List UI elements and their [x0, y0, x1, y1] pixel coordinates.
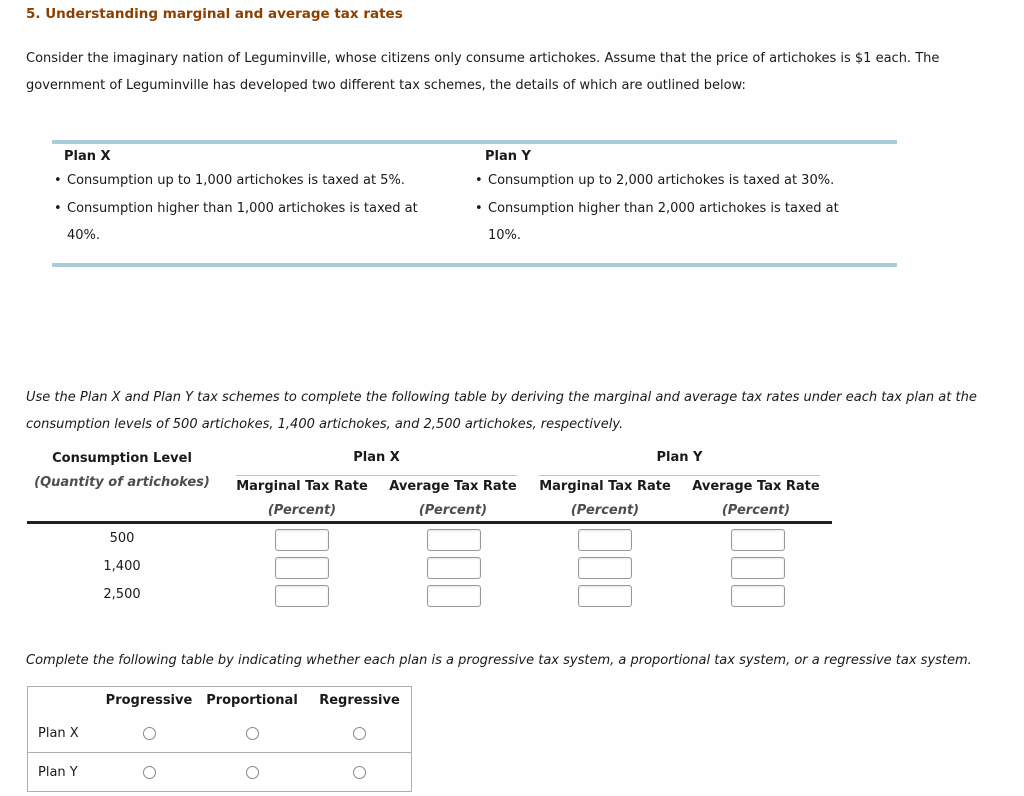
page-title: 5. Understanding marginal and average ta…: [26, 6, 403, 22]
plan-y-column-header: Plan Y: [656, 450, 703, 465]
radio-planx-regressive[interactable]: [353, 726, 366, 740]
input-plany-marginal-500[interactable]: [578, 529, 632, 551]
top-accent-divider: [52, 140, 897, 144]
progressive-column-header: Progressive: [105, 693, 193, 708]
percent-label: (Percent): [267, 503, 337, 518]
plan-y-bullet-2: • Consumption higher than 2,000 artichoke…: [475, 201, 839, 216]
classification-instruction: Complete the following table by indicati…: [26, 653, 972, 668]
plan-x-bullet-2-continued: 40%.: [67, 228, 101, 243]
plan-y-heading: Plan Y: [485, 149, 531, 164]
plan-y-bullet-1: • Consumption up to 2,000 artichokes is t…: [475, 173, 834, 188]
plan-x-bullet-2: • Consumption higher than 1,000 artichoke…: [54, 201, 418, 216]
consumption-row-label-1400: 1,400: [103, 559, 141, 574]
classification-header-row: Progressive Proportional Regressive: [28, 687, 411, 714]
consumption-level-header: Consumption Level: [52, 451, 192, 466]
classification-row-plany: Plan Y: [28, 752, 411, 791]
bullet-icon: •: [475, 173, 483, 188]
planx-row-label: Plan X: [38, 725, 79, 741]
intro-paragraph-line-1: Consider the imaginary nation of Legumin…: [26, 51, 940, 66]
regressive-column-header: Regressive: [319, 693, 400, 708]
intro-paragraph-line-2: government of Leguminville has developed…: [26, 78, 746, 93]
radio-planx-proportional[interactable]: [245, 726, 259, 740]
radio-plany-regressive[interactable]: [353, 765, 366, 779]
input-plany-average-1400[interactable]: [731, 557, 785, 579]
plan-x-heading: Plan X: [64, 149, 111, 164]
input-plany-average-2500[interactable]: [731, 585, 785, 607]
table-header-rule: [27, 521, 832, 524]
bullet-icon: •: [54, 173, 62, 188]
tax-plan-box: Plan X • Consumption up to 1,000 artichok…: [52, 140, 897, 267]
bullet-icon: •: [475, 201, 483, 216]
input-plany-average-500[interactable]: [731, 529, 785, 551]
plan-x-bullet-1-text: Consumption up to 1,000 artichokes is ta…: [67, 173, 405, 188]
classification-row-planx: Plan X: [28, 714, 411, 752]
input-planx-average-1400[interactable]: [427, 557, 481, 579]
plan-x-bullet-2-text: Consumption higher than 1,000 artichokes…: [67, 201, 418, 216]
input-planx-marginal-1400[interactable]: [275, 557, 329, 579]
plany-row-label: Plan Y: [38, 764, 78, 780]
radio-plany-proportional[interactable]: [245, 765, 259, 779]
planx-average-rate-header: Average Tax Rate: [389, 479, 517, 494]
bottom-accent-divider: [52, 263, 897, 267]
plan-x-header-underline: [236, 475, 517, 476]
percent-label: (Percent): [721, 503, 791, 518]
percent-label: (Percent): [418, 503, 488, 518]
plan-x-column-header: Plan X: [353, 450, 400, 465]
percent-label: (Percent): [570, 503, 640, 518]
quantity-subheader: (Quantity of artichokes): [34, 475, 210, 490]
input-plany-marginal-1400[interactable]: [578, 557, 632, 579]
plan-y-header-underline: [539, 475, 820, 476]
classification-table: Progressive Proportional Regressive Plan…: [27, 686, 412, 792]
planx-marginal-rate-header: Marginal Tax Rate: [236, 479, 368, 494]
radio-plany-progressive[interactable]: [142, 765, 156, 779]
plan-x-bullet-1: • Consumption up to 1,000 artichokes is t…: [54, 173, 405, 188]
plany-average-rate-header: Average Tax Rate: [692, 479, 820, 494]
table-instructions-line-1: Use the Plan X and Plan Y tax schemes to…: [26, 390, 977, 405]
consumption-row-label-500: 500: [109, 531, 135, 546]
input-plany-marginal-2500[interactable]: [578, 585, 632, 607]
plany-marginal-rate-header: Marginal Tax Rate: [539, 479, 671, 494]
input-planx-marginal-2500[interactable]: [275, 585, 329, 607]
input-planx-marginal-500[interactable]: [275, 529, 329, 551]
bullet-icon: •: [54, 201, 62, 216]
plan-y-bullet-2-continued: 10%.: [488, 228, 522, 243]
table-instructions-line-2: consumption levels of 500 artichokes, 1,…: [26, 417, 624, 432]
plan-y-bullet-2-text: Consumption higher than 2,000 artichokes…: [488, 201, 839, 216]
consumption-row-label-2500: 2,500: [103, 587, 141, 602]
proportional-column-header: Proportional: [206, 693, 298, 708]
plan-y-bullet-1-text: Consumption up to 2,000 artichokes is ta…: [488, 173, 835, 188]
radio-planx-progressive[interactable]: [142, 726, 156, 740]
input-planx-average-2500[interactable]: [427, 585, 481, 607]
input-planx-average-500[interactable]: [427, 529, 481, 551]
